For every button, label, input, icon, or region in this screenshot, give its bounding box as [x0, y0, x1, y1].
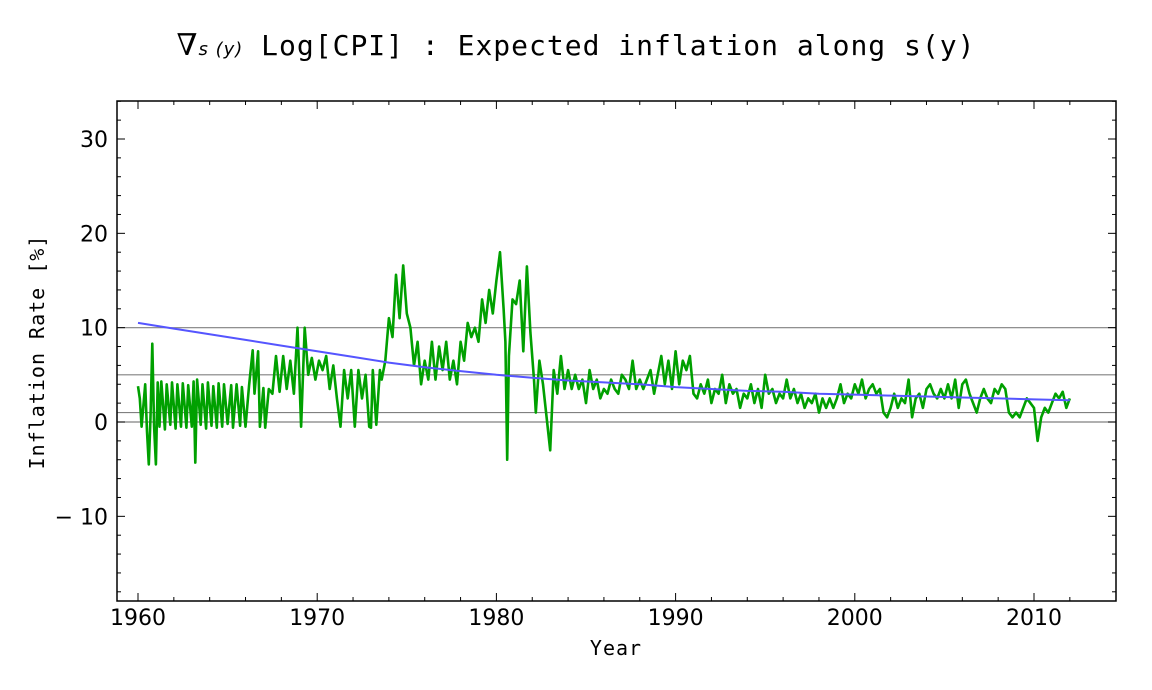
x-tick-label: 1980: [468, 606, 524, 631]
data-series: [136, 250, 1072, 466]
x-axis-label: Year: [590, 636, 642, 660]
y-tick-label: 30: [80, 128, 108, 153]
x-tick-label: 2010: [1006, 606, 1062, 631]
nabla-symbol: ∇: [176, 28, 199, 63]
y-tick-label: 0: [94, 411, 108, 436]
title-subscript: s (y): [198, 39, 244, 60]
x-tick-label: 1960: [110, 606, 166, 631]
x-tick-label: 2000: [827, 606, 883, 631]
reference-lines: [117, 327, 1116, 423]
expected-inflation-curve: [137, 321, 1070, 402]
y-tick-label: − 10: [55, 505, 108, 530]
inflation-line: [136, 250, 1072, 466]
y-axis-label: Inflation Rate [%]: [25, 235, 49, 470]
y-tick-label: 20: [80, 222, 108, 247]
x-tick-label: 1990: [648, 606, 704, 631]
axis-ticks: [117, 100, 1116, 601]
title-text: Log[CPI] : Expected inflation along s(y): [243, 29, 976, 62]
chart-title: ∇s (y) Log[CPI] : Expected inflation alo…: [0, 28, 1152, 63]
plot-frame: [116, 100, 1117, 602]
x-tick-labels: 1960 1970 1980 1990 2000 2010: [110, 606, 1062, 631]
y-tick-label: 10: [80, 317, 108, 342]
x-tick-label: 1970: [289, 606, 345, 631]
y-tick-labels: 30 20 10 0 − 10: [55, 128, 108, 530]
